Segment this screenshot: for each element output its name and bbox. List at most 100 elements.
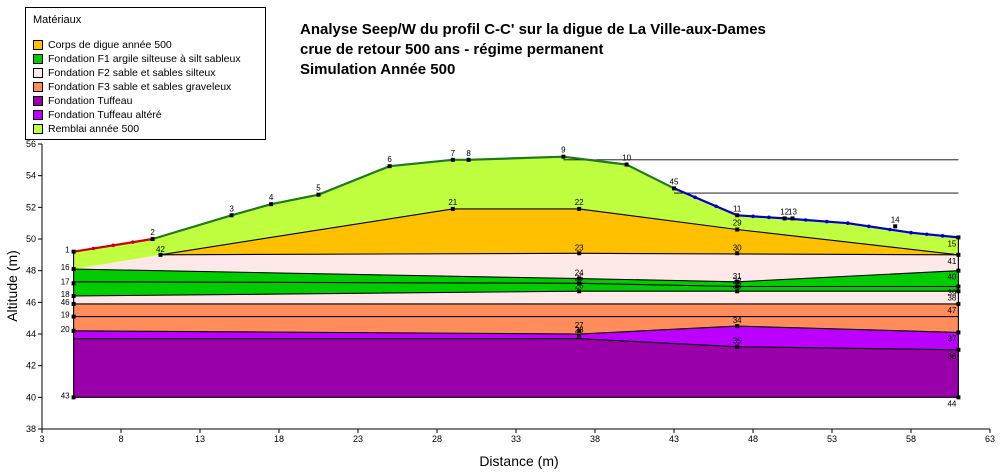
crest-boundary-line [152,155,675,241]
boundary-marker [91,246,96,251]
x-tick-label: 13 [195,434,205,444]
node-marker [956,235,961,240]
node-label: 43 [61,391,70,400]
boundary-marker [909,230,913,235]
layer-region [73,338,959,398]
node-label: 34 [733,316,742,325]
legend-swatch [33,67,43,78]
node-marker [561,154,566,159]
legend-swatch [33,81,43,92]
node-label: 20 [61,325,70,334]
title-line-2: crue de retour 500 ans - régime permanen… [300,41,604,58]
node-marker [735,227,740,232]
legend-swatch [33,39,43,50]
node-marker [229,213,234,218]
title-line-3: Simulation Année 500 [300,61,456,78]
node-label: 45 [670,177,679,186]
node-marker [735,344,740,349]
node-marker [672,186,676,191]
legend-label: Fondation F3 sable et sables graveleux [48,80,232,93]
node-label: 30 [733,243,742,252]
boundary-marker [751,214,755,219]
node-marker [466,157,471,162]
node-marker [956,284,961,289]
legend-swatch [33,53,43,64]
x-tick-label: 38 [590,434,600,444]
legend-item: Fondation F1 argile silteuse à silt sabl… [33,52,241,65]
legend-label: Fondation Tuffeau altéré [48,108,162,121]
node-label: 5 [316,184,321,193]
boundary-marker [131,240,135,244]
legend-item: Corps de digue année 500 [33,38,172,51]
node-marker [71,294,76,298]
node-label: 4 [269,193,274,202]
node-label: 11 [733,204,742,213]
node-marker [158,252,163,257]
node-marker [71,395,76,400]
x-tick-label: 8 [118,434,123,444]
node-label: 26 [575,281,584,290]
legend-label: Fondation Tuffeau [48,94,133,107]
node-marker [956,395,961,400]
legend-swatch [33,95,43,106]
node-label: 15 [947,239,956,248]
interface-line [73,338,959,351]
x-tick-label: 3 [39,434,44,444]
y-axis-title: Altitude (m) [4,250,20,322]
y-tick-label: 54 [26,171,36,181]
node-marker [735,289,740,294]
x-tick-label: 18 [274,434,284,444]
node-label: 17 [61,277,70,286]
boundary-marker [824,219,829,224]
node-marker [71,328,76,333]
node-marker [577,251,582,256]
x-tick-label: 33 [511,434,521,444]
node-marker [269,202,274,207]
axes: 3 8 13 18 23 28 33 38 43 48 53 58 633840424446485052… [26,139,995,444]
legend-item: Fondation F3 sable et sables graveleux [33,80,231,93]
y-tick-label: 52 [26,202,36,212]
boundary-marker [925,232,929,237]
node-marker [956,289,961,294]
node-marker [577,289,582,294]
node-label: 37 [947,334,956,343]
node-marker [150,237,155,241]
node-marker [450,157,455,162]
node-label: 8 [466,149,471,158]
legend-label: Fondation F2 sable et sables silteux [48,66,216,79]
node-label: 27 [575,321,584,330]
node-label: 14 [891,215,900,224]
legend-label: Fondation F1 argile silteuse à silt sabl… [48,52,241,65]
downstream-boundary-line [673,187,959,239]
legend-label: Corps de digue année 500 [48,38,172,51]
legend-swatch [33,109,43,120]
node-marker [71,314,76,319]
x-tick-label: 23 [353,434,363,444]
node-marker [956,347,961,352]
node-label: 2 [150,228,155,237]
node-label: 16 [61,263,70,272]
node-marker [577,206,582,211]
node-marker [893,224,898,229]
x-tick-label: 28 [432,434,442,444]
node-marker [577,281,582,286]
y-tick-label: 48 [26,266,36,276]
legend-item: Fondation Tuffeau [33,94,132,107]
interface-line [73,268,959,283]
node-label: 35 [733,337,742,346]
node-label: 28 [575,326,584,335]
node-label: 38 [947,293,956,302]
node-marker [782,216,787,221]
y-tick-label: 56 [26,139,36,149]
layer-region [73,326,959,350]
node-marker [316,192,321,197]
x-axis-title: Distance (m) [479,453,558,469]
node-label: 22 [575,198,584,207]
node-marker [790,216,795,221]
plot-title: Analyse Seep/W du profil C-C' sur la dig… [300,20,766,80]
x-tick-label: 53 [827,434,837,444]
node-label: 3 [229,204,234,213]
node-marker [577,333,582,338]
x-tick-label: 63 [985,434,995,444]
